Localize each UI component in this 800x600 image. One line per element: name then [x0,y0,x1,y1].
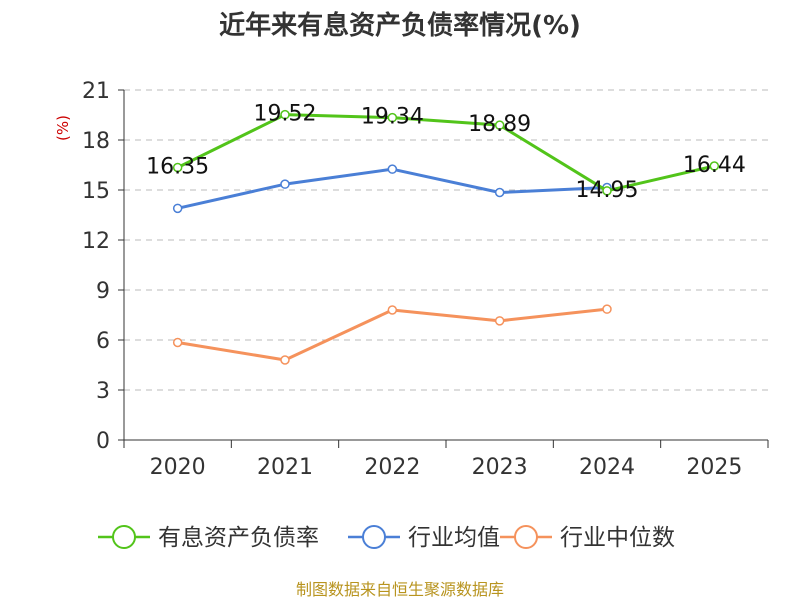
legend-marker [514,525,538,549]
series-lines [172,109,720,365]
legend-marker [112,525,136,549]
data-labels: 16.35 19.52 19.34 18.89 14.95 16.44 [146,102,746,203]
data-point [172,337,183,348]
legend-label: 行业均值 [408,525,500,551]
series-line [177,167,608,210]
legend-item: 行业均值 [348,525,500,551]
data-point [494,120,505,130]
data-label: 18.89 [468,112,531,137]
legend: 有息资产负债率 行业均值 行业中位数 [98,525,675,551]
x-tick-label: 2021 [257,455,313,480]
y-tick-label: 0 [96,429,110,454]
x-tick-label: 2022 [364,455,420,480]
source-note: 制图数据来自恒生聚源数据库 [296,580,504,599]
data-point [280,355,290,365]
x-tick-label: 2024 [579,455,635,480]
legend-item: 有息资产负债率 [98,525,319,551]
series-2 [172,304,612,365]
series-1 [172,164,612,214]
data-point [494,316,505,326]
data-label: 16.35 [146,155,209,180]
series-line [177,113,715,193]
axes: 0 3 6 9 12 15 18 21 2020 2021 2022 2023 2024 2025 [82,79,769,480]
y-tick-label: 9 [96,279,110,304]
y-tick-label: 15 [82,179,110,204]
legend-item: 行业中位数 [500,525,675,551]
data-label: 19.34 [361,105,424,130]
series-line [177,307,608,362]
data-point [387,305,398,315]
series-0 [172,109,720,196]
data-point [602,304,612,314]
data-point [602,186,612,196]
data-point [280,109,290,120]
legend-label: 行业中位数 [560,525,675,551]
data-point [172,203,183,214]
chart-title: 近年来有息资产负债率情况(%) [219,10,581,41]
y-tick-label: 3 [96,379,110,404]
grid-lines [124,89,768,391]
data-point [387,112,398,123]
y-tick-label: 12 [82,229,110,254]
x-tick-label: 2023 [472,455,528,480]
data-point [387,164,398,174]
y-tick-label: 21 [82,79,110,104]
y-tick-label: 6 [96,329,110,354]
x-tick-label: 2020 [150,455,206,480]
y-tick-label: 18 [82,129,110,154]
data-point [494,187,505,198]
legend-marker [362,525,386,549]
y-axis-label: (%) [54,115,72,141]
data-point [172,162,183,173]
data-point [280,179,290,189]
data-label: 19.52 [254,102,317,127]
data-label: 16.44 [683,153,746,178]
x-tick-label: 2025 [686,455,742,480]
data-label: 14.95 [576,178,639,203]
data-point [709,161,720,171]
legend-label: 有息资产负债率 [158,525,319,551]
